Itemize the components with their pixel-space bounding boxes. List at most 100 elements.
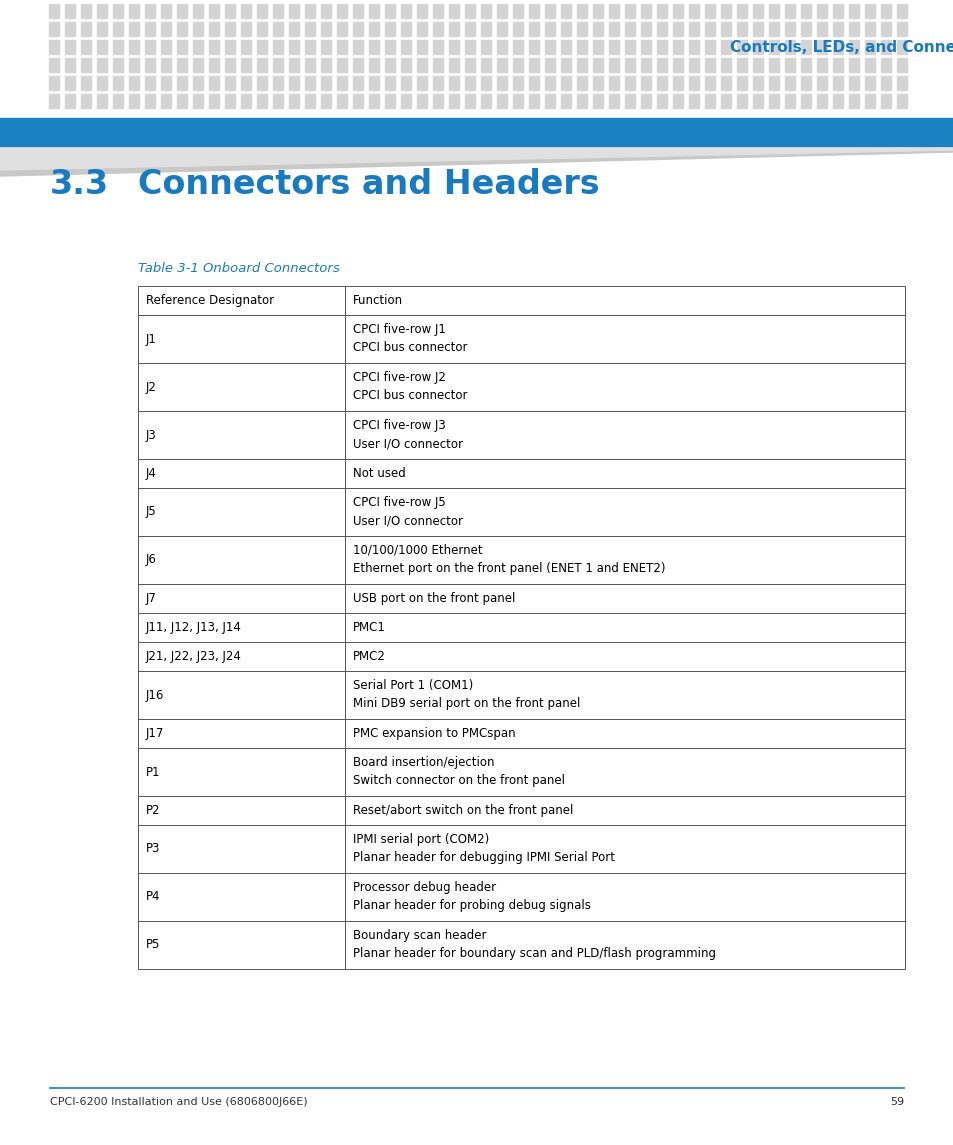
Bar <box>289 40 298 54</box>
Text: Reference Designator: Reference Designator <box>146 294 274 307</box>
Bar <box>816 3 826 18</box>
Bar <box>688 76 699 90</box>
Text: J2: J2 <box>146 380 156 394</box>
Bar <box>737 76 746 90</box>
Bar <box>129 22 139 35</box>
Bar <box>320 76 331 90</box>
Bar <box>256 58 267 72</box>
Text: PMC1: PMC1 <box>353 621 385 634</box>
Bar <box>544 94 555 108</box>
Text: Boundary scan header: Boundary scan header <box>353 929 486 942</box>
Bar <box>529 3 538 18</box>
Text: Planar header for probing debug signals: Planar header for probing debug signals <box>353 899 590 913</box>
Bar <box>241 22 251 35</box>
Bar <box>513 58 522 72</box>
Bar <box>241 94 251 108</box>
Bar <box>385 40 395 54</box>
Bar <box>464 3 475 18</box>
Bar <box>832 22 842 35</box>
Text: J16: J16 <box>146 688 164 702</box>
Bar <box>896 3 906 18</box>
Bar <box>672 3 682 18</box>
Bar <box>497 58 506 72</box>
Bar <box>737 3 746 18</box>
Bar <box>225 58 234 72</box>
Bar <box>336 76 347 90</box>
Bar <box>688 3 699 18</box>
Bar <box>177 40 187 54</box>
Bar <box>353 58 363 72</box>
Bar <box>832 3 842 18</box>
Bar <box>768 3 779 18</box>
Bar <box>529 22 538 35</box>
Bar <box>464 40 475 54</box>
Bar <box>560 76 571 90</box>
Bar <box>369 40 378 54</box>
Bar <box>801 76 810 90</box>
Bar <box>720 40 730 54</box>
Bar <box>49 94 59 108</box>
Bar <box>161 40 171 54</box>
Bar <box>497 94 506 108</box>
Bar <box>816 76 826 90</box>
Bar <box>640 58 650 72</box>
Bar <box>657 94 666 108</box>
Bar <box>193 76 203 90</box>
Bar <box>752 40 762 54</box>
Bar <box>385 3 395 18</box>
Bar <box>640 3 650 18</box>
Bar <box>289 76 298 90</box>
Bar <box>145 40 154 54</box>
Bar <box>256 22 267 35</box>
Bar <box>161 58 171 72</box>
Bar <box>608 22 618 35</box>
Bar <box>752 3 762 18</box>
Bar <box>225 94 234 108</box>
Bar <box>848 94 858 108</box>
Bar <box>593 94 602 108</box>
Bar <box>880 76 890 90</box>
Bar <box>848 76 858 90</box>
Bar <box>112 58 123 72</box>
Bar <box>369 94 378 108</box>
Bar <box>529 94 538 108</box>
Bar <box>768 22 779 35</box>
Bar <box>593 76 602 90</box>
Bar <box>336 3 347 18</box>
Bar <box>256 76 267 90</box>
Bar <box>577 22 586 35</box>
Bar <box>112 3 123 18</box>
Text: User I/O connector: User I/O connector <box>353 514 462 527</box>
Bar <box>177 94 187 108</box>
Bar <box>688 94 699 108</box>
Bar <box>209 22 219 35</box>
Bar <box>225 40 234 54</box>
Bar <box>97 94 107 108</box>
Bar <box>880 40 890 54</box>
Text: CPCI-6200 Installation and Use (6806800J66E): CPCI-6200 Installation and Use (6806800J… <box>50 1097 307 1107</box>
Bar <box>480 58 491 72</box>
Bar <box>593 3 602 18</box>
Text: IPMI serial port (COM2): IPMI serial port (COM2) <box>353 832 489 846</box>
Text: PMC expansion to PMCspan: PMC expansion to PMCspan <box>353 727 515 740</box>
Bar <box>720 58 730 72</box>
Text: 10/100/1000 Ethernet: 10/100/1000 Ethernet <box>353 544 482 556</box>
Bar <box>273 94 283 108</box>
Bar <box>336 58 347 72</box>
Bar <box>864 40 874 54</box>
Bar <box>353 22 363 35</box>
Bar <box>577 76 586 90</box>
Bar <box>241 40 251 54</box>
Bar <box>784 22 794 35</box>
Bar <box>49 40 59 54</box>
Bar <box>737 58 746 72</box>
Bar <box>177 76 187 90</box>
Bar <box>896 94 906 108</box>
Text: CPCI five-row J5: CPCI five-row J5 <box>353 496 445 508</box>
Bar <box>657 3 666 18</box>
Bar <box>112 40 123 54</box>
Bar <box>672 58 682 72</box>
Bar <box>768 76 779 90</box>
Bar <box>497 40 506 54</box>
Bar <box>832 76 842 90</box>
